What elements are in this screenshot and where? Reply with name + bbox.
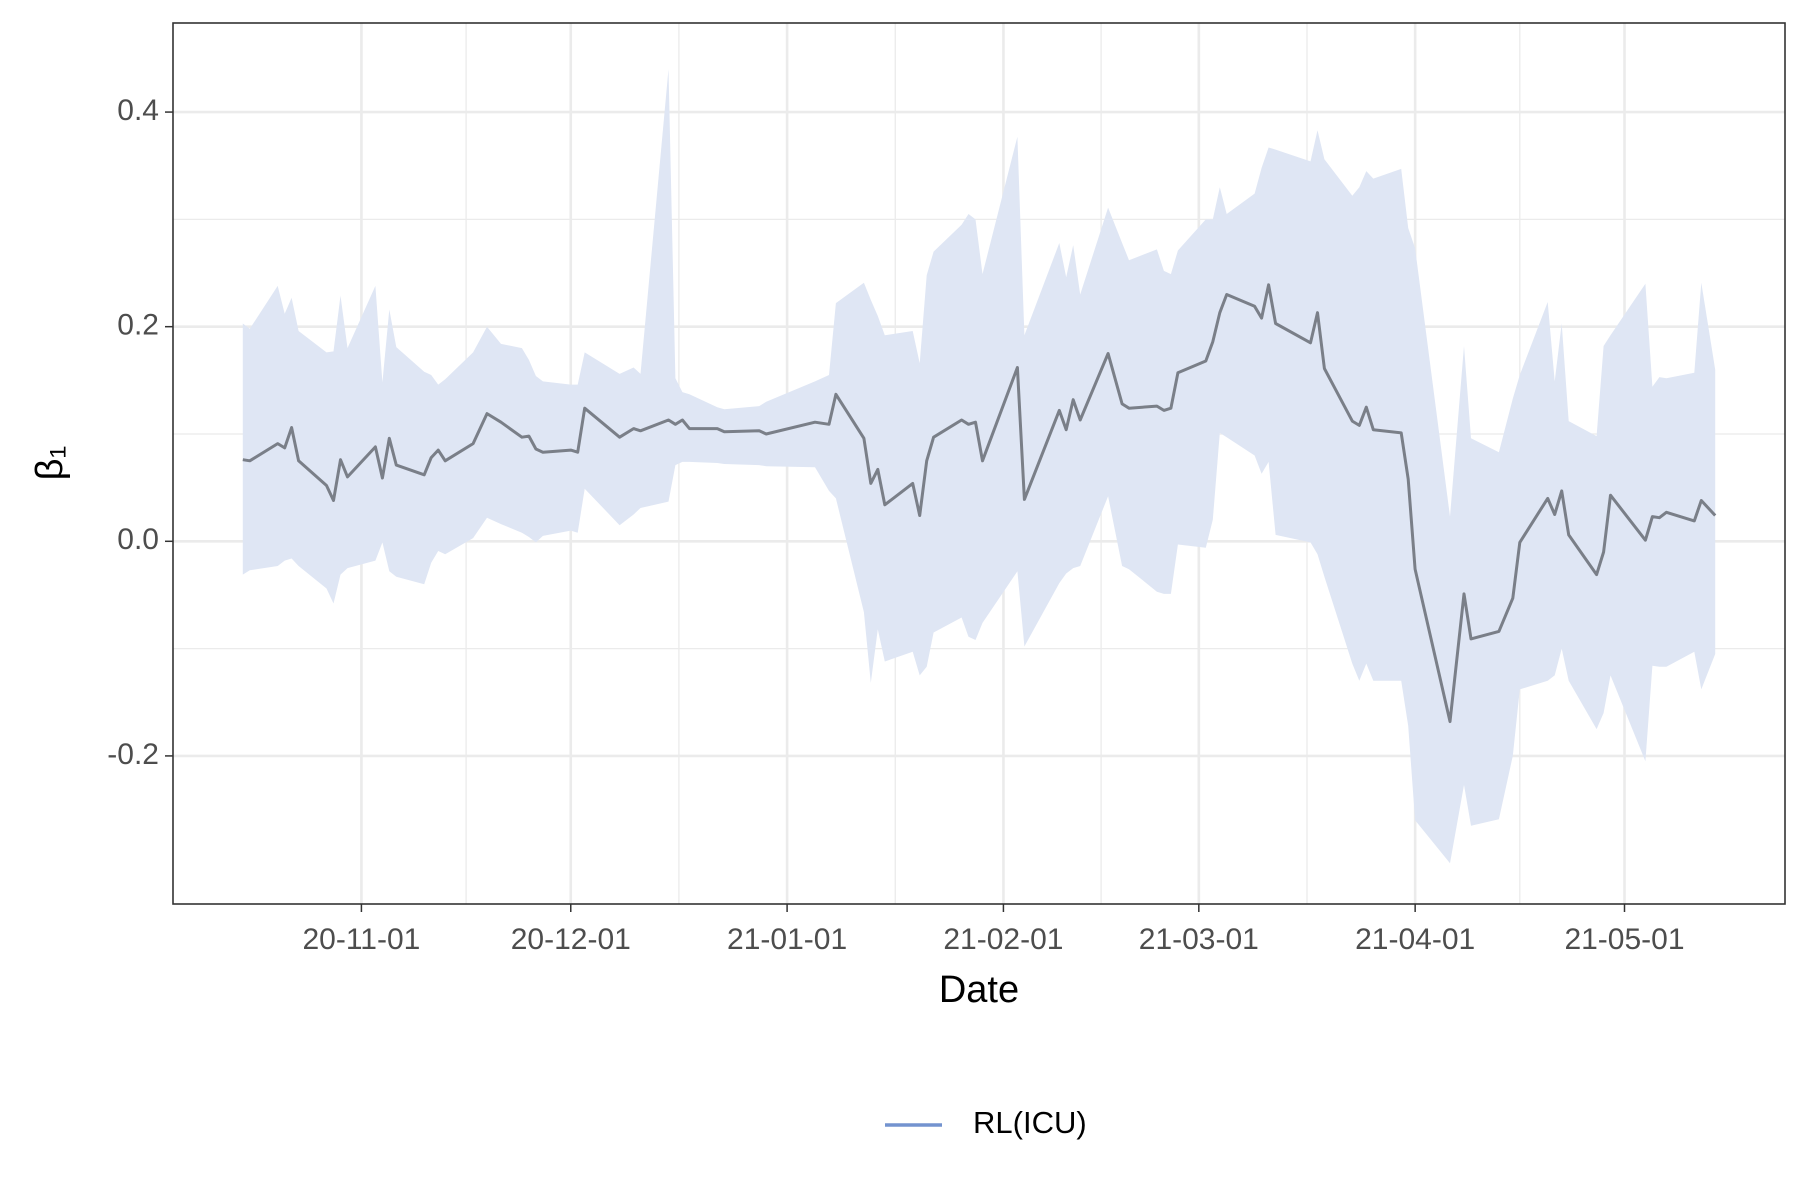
y-axis-title: β₁ [29,446,71,481]
y-tick-label: 0.0 [117,523,159,556]
plot-area [173,23,1785,904]
x-tick-label: 20-11-01 [302,923,420,956]
series-line [242,283,1717,724]
x-tick-label: 20-12-01 [511,923,631,956]
y-tick-label: 0.4 [117,94,159,127]
y-tick-label: 0.2 [117,309,159,342]
plot-border [172,22,1786,905]
x-tick-label: 21-01-01 [727,923,847,956]
x-tick-label: 21-03-01 [1139,923,1259,956]
confidence-band [242,69,1716,864]
y-tick-label: -0.2 [107,738,159,771]
legend-label: RL(ICU) [973,1105,1087,1140]
x-axis-title: Date [939,969,1019,1011]
x-tick-label: 21-05-01 [1564,923,1684,956]
x-tick-label: 21-04-01 [1355,923,1475,956]
x-tick-label: 21-02-01 [943,923,1063,956]
